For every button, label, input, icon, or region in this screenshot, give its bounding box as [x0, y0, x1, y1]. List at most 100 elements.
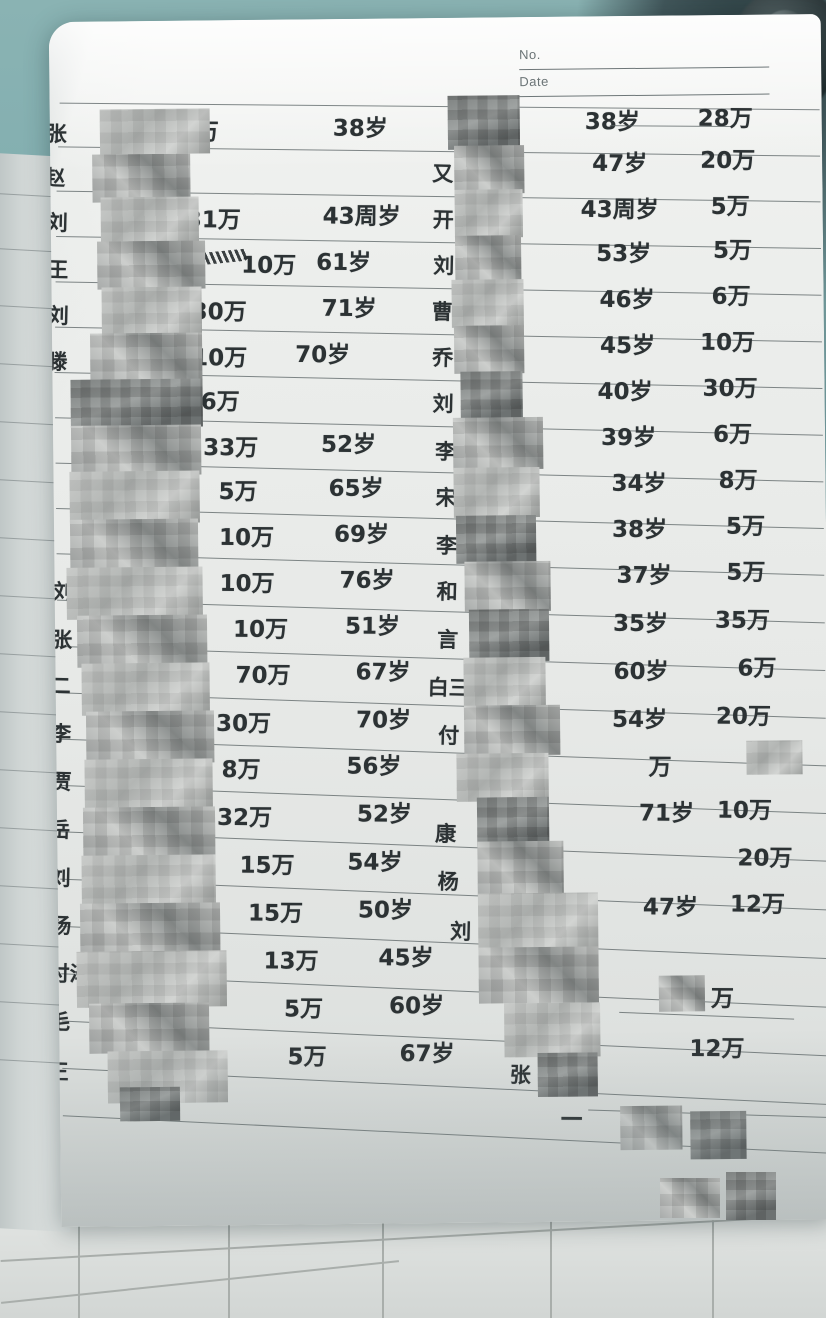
- right-amount: 万: [648, 754, 672, 781]
- left-amount: 5万: [218, 478, 258, 506]
- left-amount: 15万: [239, 852, 295, 880]
- no-row: No.: [518, 40, 770, 71]
- left-age: 45岁: [378, 945, 434, 972]
- redaction-block: [82, 806, 216, 860]
- no-label: No.: [519, 46, 541, 63]
- date-label: Date: [519, 73, 549, 90]
- redaction-block: [658, 975, 706, 1012]
- right-age: 47岁: [592, 150, 648, 178]
- left-age: 56岁: [346, 753, 402, 780]
- left-amount: 33万: [203, 435, 259, 462]
- right-age: 43周岁: [580, 196, 659, 224]
- right-age: 71岁: [638, 800, 695, 827]
- right-amount: 5万: [710, 193, 750, 221]
- right-amount: 10万: [716, 797, 773, 825]
- left-age: 65岁: [328, 475, 384, 503]
- redaction-block: [477, 840, 564, 896]
- right-age: 60岁: [613, 658, 669, 686]
- redaction-block: [81, 662, 210, 716]
- redaction-block: [463, 704, 561, 756]
- left-age: 54岁: [347, 849, 403, 876]
- right-name: 刘: [432, 391, 454, 417]
- redaction-block: [70, 378, 203, 428]
- right-age: 38岁: [611, 516, 668, 544]
- redaction-block: [468, 608, 550, 662]
- right-age: 47岁: [642, 894, 699, 921]
- redaction-block: [79, 902, 221, 958]
- right-amount: 8万: [718, 467, 758, 495]
- right-amount: 35万: [714, 607, 771, 635]
- right-amount: 5万: [725, 513, 766, 540]
- redaction-block: [100, 196, 200, 244]
- redaction-block: [454, 189, 523, 238]
- redaction-block: [454, 235, 522, 282]
- redaction-block: [453, 466, 540, 518]
- redaction-block: [726, 1172, 776, 1220]
- right-name: 又: [431, 161, 454, 187]
- right-age: 53岁: [596, 240, 652, 268]
- redaction-block: [460, 371, 523, 420]
- redaction-block: [456, 752, 549, 802]
- right-name: 付: [437, 723, 460, 749]
- left-age: 43周岁: [322, 203, 401, 231]
- left-name: 张: [48, 121, 68, 147]
- redaction-block: [97, 240, 206, 290]
- redaction-block: [66, 566, 203, 620]
- redaction-block: [478, 946, 600, 1004]
- redaction-block: [76, 950, 228, 1008]
- right-age: 38岁: [584, 108, 640, 136]
- right-age: 45岁: [599, 332, 656, 360]
- left-age: 50岁: [357, 897, 414, 924]
- right-amount: 20万: [715, 703, 772, 731]
- left-name: 赵: [48, 165, 66, 191]
- left-amount: 10万: [219, 570, 275, 598]
- redaction-block: [452, 416, 544, 470]
- left-age: 71岁: [321, 295, 377, 323]
- right-amount: 5万: [713, 237, 753, 265]
- right-amount: 5万: [726, 559, 766, 586]
- right-age: 46岁: [599, 286, 655, 314]
- left-amount: 6万: [200, 389, 240, 416]
- right-age: 39岁: [600, 424, 657, 452]
- right-name: 乔: [431, 345, 454, 371]
- left-name: 刘: [48, 303, 70, 329]
- left-name: 王: [48, 257, 69, 283]
- right-name: 和: [436, 579, 458, 605]
- redaction-block: [89, 332, 203, 384]
- left-name: 刘: [48, 210, 69, 236]
- left-amount: 15万: [247, 900, 304, 927]
- redaction-block: [477, 892, 599, 950]
- redaction-block: [81, 854, 217, 910]
- left-name: 滕: [48, 349, 68, 375]
- left-amount: 8万: [221, 756, 261, 784]
- right-name: 言: [436, 627, 459, 653]
- redaction-block: [99, 108, 211, 155]
- redaction-block: [76, 614, 208, 668]
- redaction-block: [69, 518, 199, 572]
- right-amount: 28万: [697, 105, 753, 133]
- right-age: 34岁: [611, 470, 667, 498]
- right-amount: 10万: [699, 329, 756, 357]
- redaction-block: [746, 740, 803, 775]
- redaction-block: [69, 470, 200, 524]
- left-amount: 30万: [215, 710, 272, 738]
- redaction-block: [92, 153, 191, 203]
- left-age: 52岁: [356, 801, 413, 828]
- left-age: 67岁: [355, 659, 411, 686]
- right-amount: 20万: [737, 845, 793, 872]
- right-amount: 万: [710, 985, 735, 1013]
- redaction-block: [660, 1178, 720, 1218]
- left-amount: 32万: [216, 804, 273, 832]
- left-age: 61岁: [316, 249, 372, 277]
- right-name: 杨: [437, 869, 459, 895]
- left-age: 69岁: [333, 521, 390, 549]
- left-age: 70岁: [355, 707, 412, 734]
- left-age: 51岁: [344, 613, 401, 640]
- left-amount: 10万: [218, 524, 275, 552]
- right-amount: 20万: [700, 147, 756, 175]
- right-name: 刘: [449, 919, 472, 945]
- left-amount: 10万: [232, 616, 289, 644]
- redaction-block: [101, 286, 202, 336]
- left-age: 52岁: [321, 431, 377, 459]
